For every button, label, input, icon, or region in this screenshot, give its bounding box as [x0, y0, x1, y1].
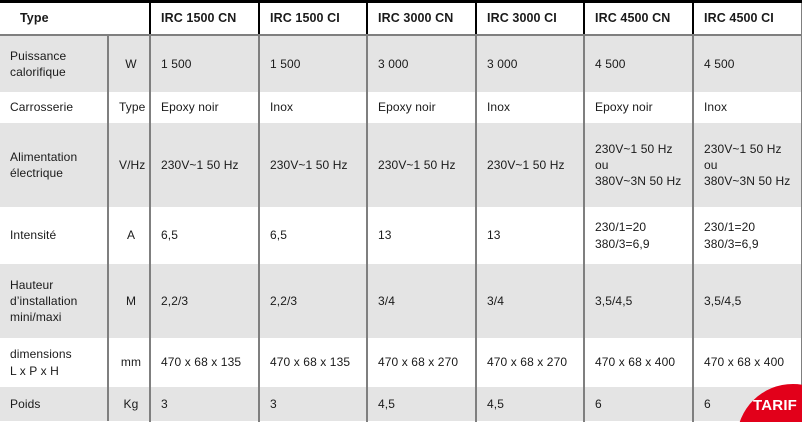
value-cell: 3,5/4,5 [693, 264, 802, 338]
value-cell: Epoxy noir [367, 92, 477, 123]
value-cell: 4 500 [693, 35, 802, 92]
value-cell: 470 x 68 x 270 [367, 338, 477, 387]
table-row-puissance: Puissance calorifique W 1 500 1 500 3 00… [0, 35, 802, 92]
value-cell: 3,5/4,5 [584, 264, 694, 338]
row-label: Alimentation électrique [0, 123, 109, 207]
value-cell: Inox [259, 92, 368, 123]
value-cell: 4 500 [584, 35, 694, 92]
unit-cell: mm [108, 338, 151, 387]
value-cell: Inox [693, 92, 802, 123]
value-cell: 470 x 68 x 135 [150, 338, 260, 387]
value-cell: 230V~1 50 Hz [367, 123, 477, 207]
value-cell: 4,5 [367, 387, 477, 421]
row-label: Poids [0, 387, 109, 421]
value-cell: 470 x 68 x 400 [693, 338, 802, 387]
table-row-alimentation: Alimentation électrique V/Hz 230V~1 50 H… [0, 123, 802, 207]
column-header-irc-1500-cn: IRC 1500 CN [150, 1, 260, 36]
column-header-irc-4500-cn: IRC 4500 CN [584, 1, 694, 36]
value-cell: 2,2/3 [259, 264, 368, 338]
row-label: Hauteur d’installation mini/maxi [0, 264, 109, 338]
value-cell: 3 [259, 387, 368, 421]
value-cell: Epoxy noir [150, 92, 260, 123]
table-row-poids: Poids Kg 3 3 4,5 4,5 6 6 [0, 387, 802, 421]
value-cell: 230/1=20 380/3=6,9 [693, 207, 802, 264]
table-row-carrosserie: Carrosserie Type Epoxy noir Inox Epoxy n… [0, 92, 802, 123]
value-cell: Inox [476, 92, 585, 123]
table-row-intensite: Intensité A 6,5 6,5 13 13 230/1=20 380/3… [0, 207, 802, 264]
header-row: Type IRC 1500 CN IRC 1500 CI IRC 3000 CN… [0, 1, 802, 36]
value-cell: 470 x 68 x 135 [259, 338, 368, 387]
tarif-badge-label: TARIF [753, 397, 798, 414]
value-cell: 230V~1 50 Hz [476, 123, 585, 207]
value-cell: 230V~1 50 Hz ou 380V~3N 50 Hz [693, 123, 802, 207]
unit-cell: V/Hz [108, 123, 151, 207]
value-cell: 6 [584, 387, 694, 421]
value-cell: 3/4 [367, 264, 477, 338]
value-cell: 1 500 [150, 35, 260, 92]
value-cell: 230/1=20 380/3=6,9 [584, 207, 694, 264]
value-cell: 6,5 [259, 207, 368, 264]
column-header-irc-3000-ci: IRC 3000 CI [476, 1, 585, 36]
column-header-irc-3000-cn: IRC 3000 CN [367, 1, 477, 36]
unit-cell: W [108, 35, 151, 92]
column-header-irc-1500-ci: IRC 1500 CI [259, 1, 368, 36]
value-cell: 3 [150, 387, 260, 421]
unit-cell: Kg [108, 387, 151, 421]
value-cell: 470 x 68 x 400 [584, 338, 694, 387]
value-cell: 3/4 [476, 264, 585, 338]
value-cell: 13 [367, 207, 477, 264]
value-cell: 230V~1 50 Hz [259, 123, 368, 207]
row-label: Intensité [0, 207, 109, 264]
value-cell: Epoxy noir [584, 92, 694, 123]
value-cell: 1 500 [259, 35, 368, 92]
value-cell: 3 000 [367, 35, 477, 92]
value-cell: 4,5 [476, 387, 585, 421]
value-cell: 2,2/3 [150, 264, 260, 338]
unit-cell: Type [108, 92, 151, 123]
unit-cell: M [108, 264, 151, 338]
value-cell: 6,5 [150, 207, 260, 264]
row-label: Carrosserie [0, 92, 109, 123]
column-header-type: Type [0, 1, 151, 36]
table-row-hauteur: Hauteur d’installation mini/maxi M 2,2/3… [0, 264, 802, 338]
table-row-dimensions: dimensions L x P x H mm 470 x 68 x 135 4… [0, 338, 802, 387]
value-cell: 230V~1 50 Hz ou 380V~3N 50 Hz [584, 123, 694, 207]
column-header-irc-4500-ci: IRC 4500 CI [693, 1, 802, 36]
unit-cell: A [108, 207, 151, 264]
row-label: Puissance calorifique [0, 35, 109, 92]
value-cell: 13 [476, 207, 585, 264]
row-label: dimensions L x P x H [0, 338, 109, 387]
value-cell: 470 x 68 x 270 [476, 338, 585, 387]
value-cell: 230V~1 50 Hz [150, 123, 260, 207]
value-cell: 3 000 [476, 35, 585, 92]
